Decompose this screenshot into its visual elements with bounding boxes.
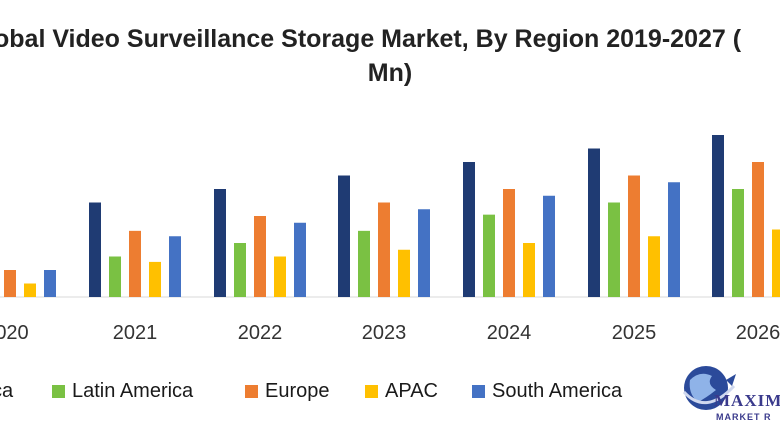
logo-subtext: MARKET R	[716, 412, 772, 422]
bar-north-america-2025	[588, 148, 600, 297]
legend-label: South America	[492, 380, 623, 402]
bar-north-america-2023	[338, 175, 350, 297]
bar-south-america-2025	[668, 182, 680, 297]
bar-apac-2020	[24, 283, 36, 297]
bar-south-america-2020	[44, 270, 56, 297]
bar-europe-2025	[628, 175, 640, 297]
bar-north-america-2024	[463, 162, 475, 297]
bar-north-america-2026	[712, 135, 724, 297]
chart-title-line2: Mn)	[367, 59, 413, 87]
bar-europe-2026	[752, 162, 764, 297]
bar-south-america-2022	[294, 222, 306, 297]
maximize-logo	[682, 366, 736, 410]
bar-latin-america-2021	[109, 256, 121, 297]
bar-europe-2021	[129, 230, 141, 297]
bar-south-america-2023	[418, 209, 430, 297]
legend-swatch	[52, 384, 65, 398]
bar-south-america-2021	[169, 236, 181, 297]
x-tick-label-2022: 2022	[238, 322, 283, 344]
legend-swatch	[365, 384, 378, 398]
x-tick-label-2023: 2023	[362, 322, 407, 344]
bar-north-america-2021	[89, 202, 101, 297]
legend-label: APAC	[385, 380, 438, 402]
legend-item-europe: Europe	[245, 376, 330, 406]
legend-label: ca	[0, 380, 14, 402]
bar-apac-2021	[149, 261, 161, 297]
legend-swatch	[472, 384, 485, 398]
legend-label: Europe	[265, 380, 330, 402]
bar-europe-2023	[378, 202, 390, 297]
x-tick-label-2024: 2024	[487, 322, 532, 344]
legend-item-north-america: ca	[0, 376, 13, 406]
bar-latin-america-2022	[234, 243, 246, 297]
bar-north-america-2022	[214, 189, 226, 297]
bar-apac-2024	[523, 243, 535, 297]
bar-apac-2025	[648, 236, 660, 297]
legend-label: Latin America	[72, 380, 194, 402]
bar-apac-2022	[274, 256, 286, 297]
bar-latin-america-2025	[608, 202, 620, 297]
bar-chart: 020 2021 2022 2023 2024 2025 2026	[0, 135, 780, 344]
x-tick-label-2021: 2021	[113, 322, 158, 344]
bar-apac-2023	[398, 249, 410, 297]
bar-europe-2024	[503, 189, 515, 297]
legend-item-apac: APAC	[365, 376, 438, 406]
legend: ca Latin America Europe APAC South America	[0, 376, 780, 406]
bar-latin-america-2024	[483, 214, 495, 297]
bar-latin-america-2023	[358, 230, 370, 297]
logo-text: MAXIM	[714, 391, 780, 410]
bar-apac-2026	[772, 229, 780, 297]
legend-item-latin-america: Latin America	[52, 376, 193, 406]
bar-south-america-2024	[543, 195, 555, 297]
chart-title-line1: obal Video Surveillance Storage Market, …	[0, 25, 742, 53]
legend-item-south-america: South America	[472, 376, 622, 406]
bar-europe-2022	[254, 216, 266, 297]
x-tick-label-2020: 020	[0, 322, 29, 344]
x-tick-label-2025: 2025	[612, 322, 657, 344]
x-tick-label-2026: 2026	[736, 322, 780, 344]
legend-swatch	[245, 384, 258, 398]
bar-latin-america-2026	[732, 189, 744, 297]
bar-europe-2020	[4, 270, 16, 297]
